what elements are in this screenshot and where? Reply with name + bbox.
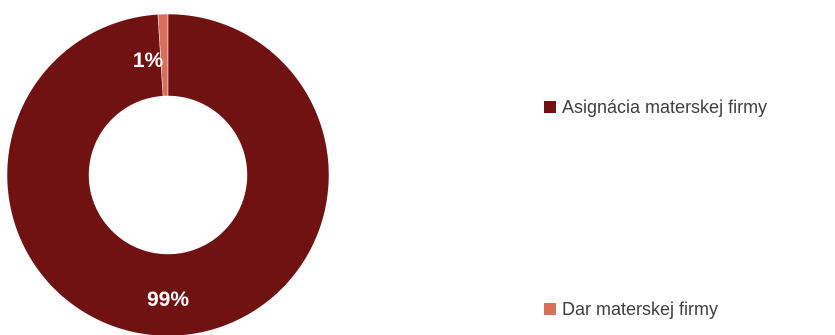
donut-slices bbox=[6, 13, 330, 335]
data-label-99: 99% bbox=[147, 288, 189, 311]
donut-data-labels: 99% 1% bbox=[133, 49, 190, 311]
slice-asignacia bbox=[6, 13, 330, 335]
legend-swatch bbox=[544, 101, 556, 113]
legend-label: Asignácia materskej firmy bbox=[562, 97, 768, 117]
legend-swatch bbox=[544, 303, 556, 315]
data-label-1: 1% bbox=[133, 49, 164, 72]
legend-label: Dar materskej firmy bbox=[562, 299, 719, 319]
legend-item-dar: Dar materskej firmy bbox=[544, 297, 718, 321]
legend-item-asignacia: Asignácia materskej firmy bbox=[544, 95, 767, 119]
chart-legend: Asignácia materskej firmy Dar materskej … bbox=[544, 0, 834, 335]
